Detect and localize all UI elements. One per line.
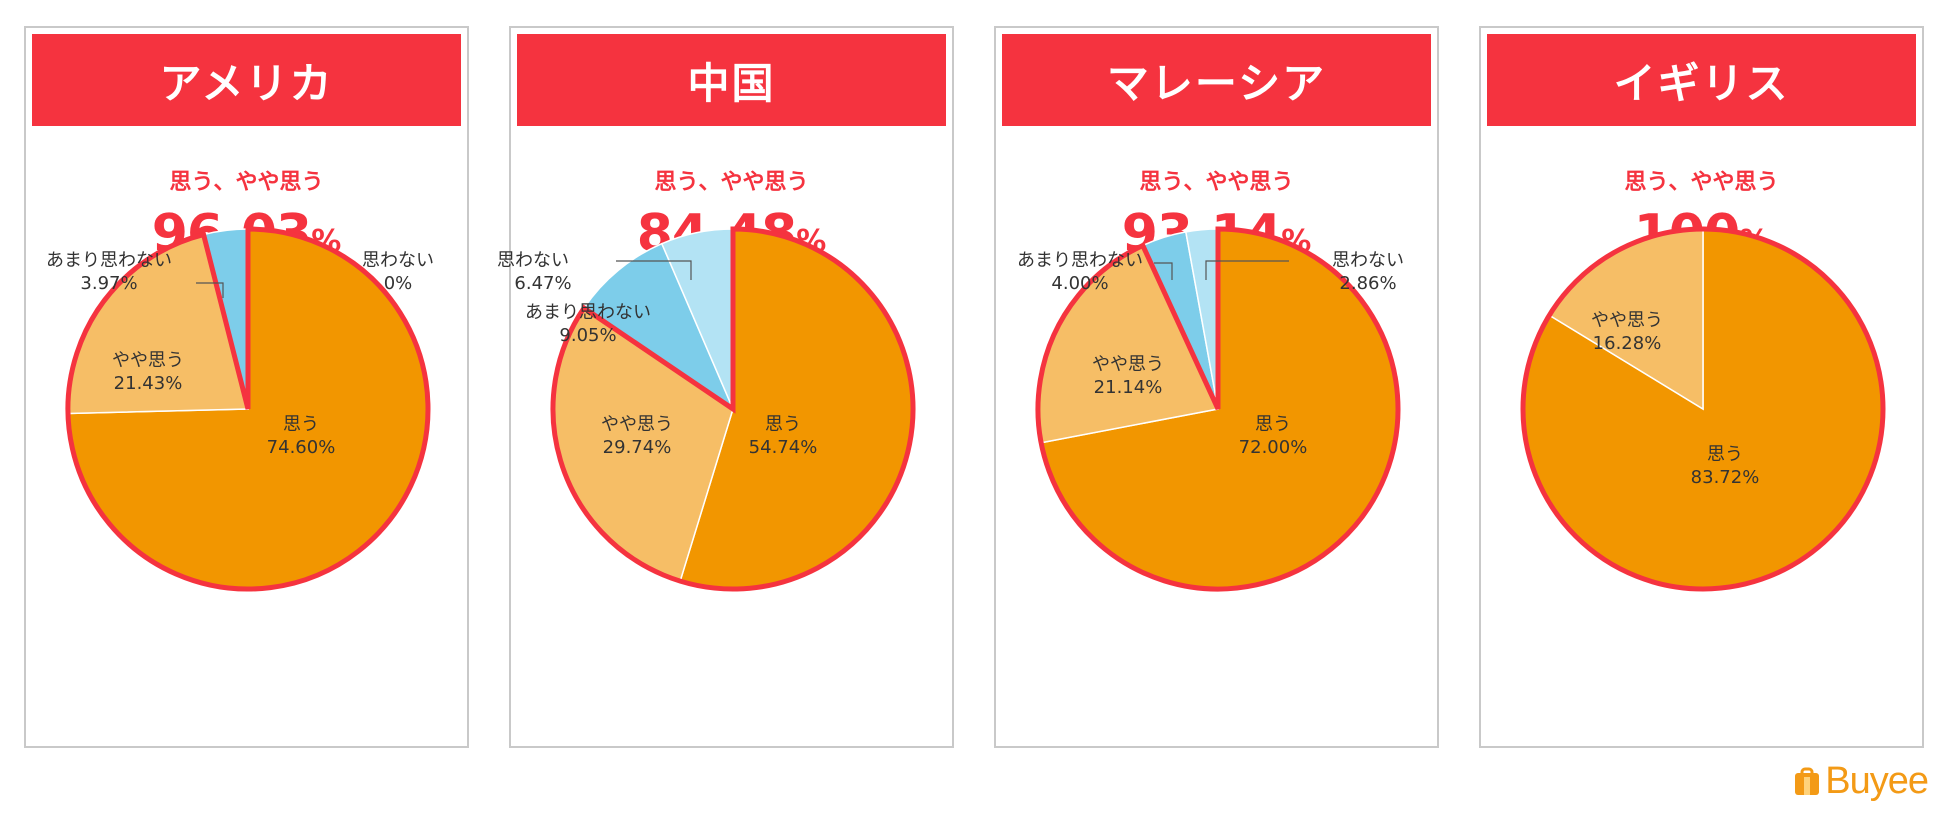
slice-label-value: 0% [384,273,413,294]
callout-line [1205,260,1289,280]
slice-label-name: やや思う [1591,310,1663,331]
slice-label-value: 72.00% [1239,437,1308,458]
agree-outline [1035,226,1401,592]
slice-label-name: やや思う [1092,354,1164,375]
slice-label-name: やや思う [601,414,673,435]
brand-name: Buyee [1825,760,1929,802]
slice-label-name: あまり思わない [525,302,651,323]
slice-label-name: 思う [1707,444,1743,465]
slice-label-name: 思う [1255,414,1291,435]
slice-label-value: 74.60% [267,437,336,458]
slice-label-name: 思う [283,414,319,435]
panel-title: イギリス [1487,34,1916,126]
slice-label-value: 3.97% [80,273,137,294]
slice-label-name: 思わない [497,250,569,271]
pie-slices [552,228,914,590]
slice-label-value: 4.00% [1051,273,1108,294]
slice-label-name: 思わない [1332,250,1404,271]
chart-panel-malaysia: マレーシア 思う、やや思う 93.14% 思う72.00%やや思う21.14%あ… [994,26,1439,748]
pie-slice-somewhat-disagree [582,242,735,412]
slice-label-value: 54.74% [749,437,818,458]
slice-label-value: 21.43% [114,373,183,394]
callout-line [616,260,692,280]
slice-label-value: 83.72% [1691,467,1760,488]
slice-label-name: あまり思わない [1017,250,1143,271]
callout-line [196,282,224,298]
chart-panel-usa: アメリカ 思う、やや思う 96.03% 思う74.60%やや思う21.43%あま… [24,26,469,748]
agree-outline [65,226,431,592]
chart-panel-china: 中国 思う、やや思う 84.48% 思う54.74%やや思う29.74%あまり思… [497,26,954,748]
slice-label-name: やや思う [112,350,184,371]
callout-line [1154,262,1173,280]
agree-outline [1520,226,1886,592]
panel-title: アメリカ [32,34,461,126]
panel-title: マレーシア [1002,34,1431,126]
summary-label: 思う、やや思う [1139,170,1294,195]
agree-outline [550,226,916,592]
slice-label-value: 21.14% [1094,377,1163,398]
slice-label-value: 6.47% [514,273,571,294]
slice-label-name: あまり思わない [46,250,172,271]
slice-label-value: 16.28% [1593,333,1662,354]
slice-label-value: 9.05% [559,325,616,346]
slice-label-value: 2.86% [1339,273,1396,294]
brand-logo: Buyee [1793,760,1929,803]
slice-label-name: 思わない [362,250,434,271]
summary-label: 思う、やや思う [654,170,809,195]
summary-label: 思う、やや思う [169,170,324,195]
summary-label: 思う、やや思う [1624,170,1779,195]
slice-label-value: 29.74% [603,437,672,458]
slice-label-name: 思う [765,414,801,435]
shopping-bag-icon [1795,767,1820,795]
panel-title: 中国 [517,34,946,126]
